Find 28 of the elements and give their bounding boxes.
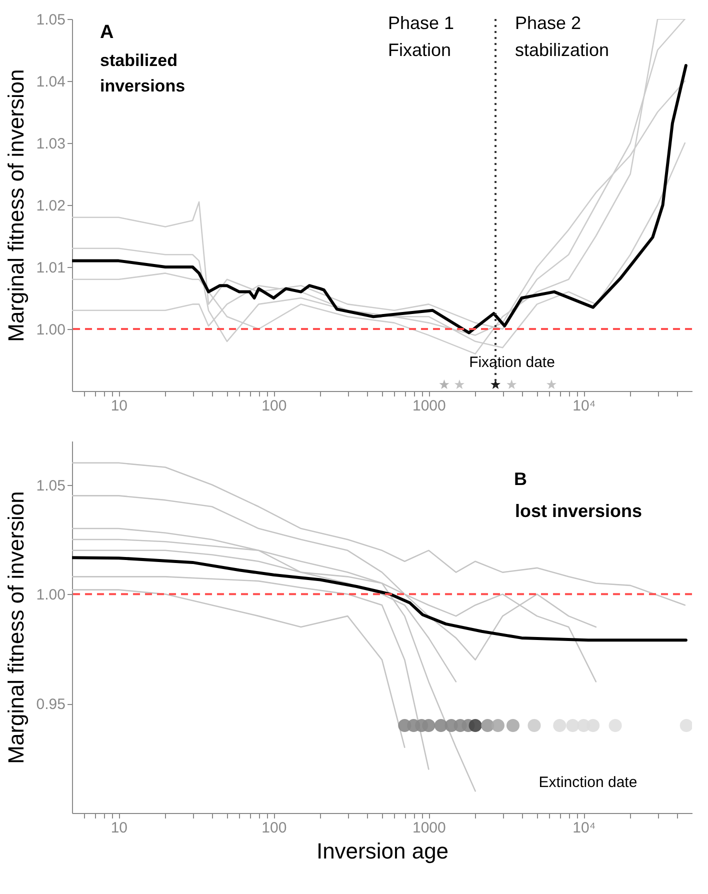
y-tick-label: 1.02 — [36, 198, 66, 214]
x-tick-label: 100 — [262, 820, 287, 836]
x-tick-label: 10 — [110, 398, 128, 414]
y-tick-label: 1.05 — [36, 12, 66, 28]
annotation: Phase 2 stabilization — [515, 13, 610, 60]
annotation: stabilized inversions — [100, 51, 186, 96]
y-tick-label: 1.04 — [36, 74, 66, 90]
y-tick-label: 0.95 — [36, 696, 66, 714]
annotation: B — [514, 469, 527, 489]
y-tick-label: 1.05 — [36, 477, 66, 494]
x-tick-label: 1000 — [412, 820, 446, 836]
y-tick-label: 1.03 — [36, 136, 66, 152]
x-axis-title: Inversion age — [316, 838, 449, 864]
annotation: A — [100, 22, 114, 43]
y-tick-label: 1.01 — [36, 260, 66, 276]
y-tick-label: 1.00 — [36, 322, 66, 338]
annotation: lost inversions — [514, 501, 642, 521]
y-axis-title: Marginal fitness of inversion — [3, 69, 28, 342]
x-tick-label: 1000 — [412, 398, 446, 414]
x-tick-label: 10⁴ — [572, 398, 596, 414]
annotation: Extinction date — [538, 774, 638, 791]
y-tick-label: 1.00 — [36, 586, 66, 604]
x-tick-label: 10 — [110, 820, 128, 836]
annotation: Fixation date — [469, 354, 555, 371]
x-tick-label: 10⁴ — [572, 820, 596, 836]
annotation: Phase 1 Fixation — [388, 13, 454, 60]
y-axis-title: Marginal fitness of inversion — [3, 491, 28, 764]
x-tick-label: 100 — [262, 398, 287, 414]
